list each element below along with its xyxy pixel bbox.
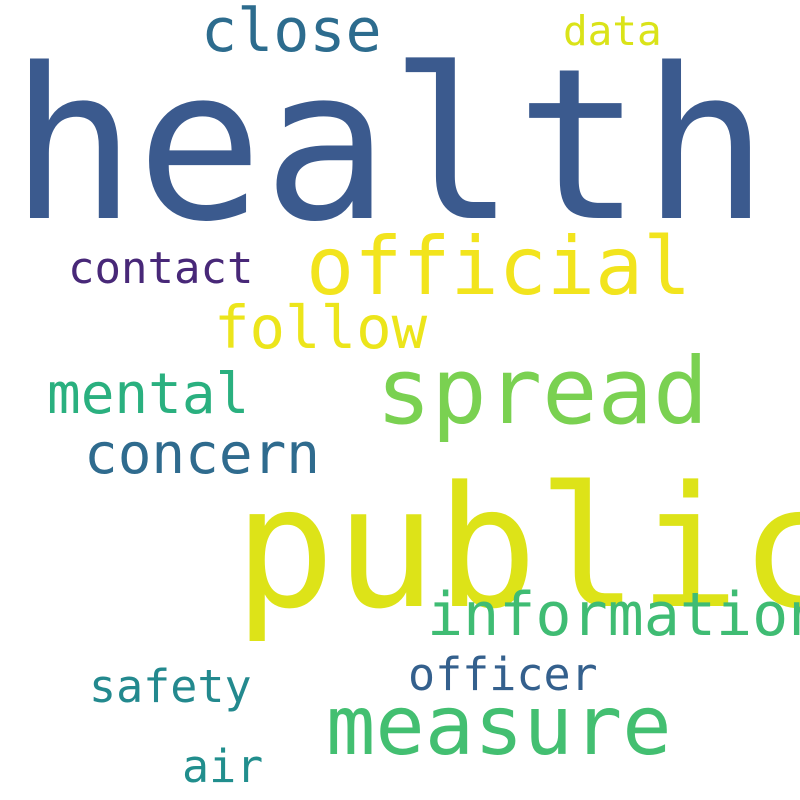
word-mental: mental: [47, 362, 250, 427]
word-official: official: [306, 220, 692, 313]
word-public: public: [234, 450, 800, 646]
word-spread: spread: [376, 338, 709, 445]
word-follow: follow: [214, 293, 428, 362]
word-concern: concern: [84, 422, 321, 487]
word-air: air: [182, 740, 264, 793]
word-information: information: [427, 580, 800, 650]
word-officer: officer: [408, 648, 598, 701]
word-close: close: [201, 0, 382, 66]
word-data: data: [563, 7, 662, 55]
word-measure: measure: [326, 679, 672, 774]
word-health: health: [10, 23, 769, 268]
word-safety: safety: [89, 660, 252, 713]
word-contact: contact: [68, 243, 254, 294]
